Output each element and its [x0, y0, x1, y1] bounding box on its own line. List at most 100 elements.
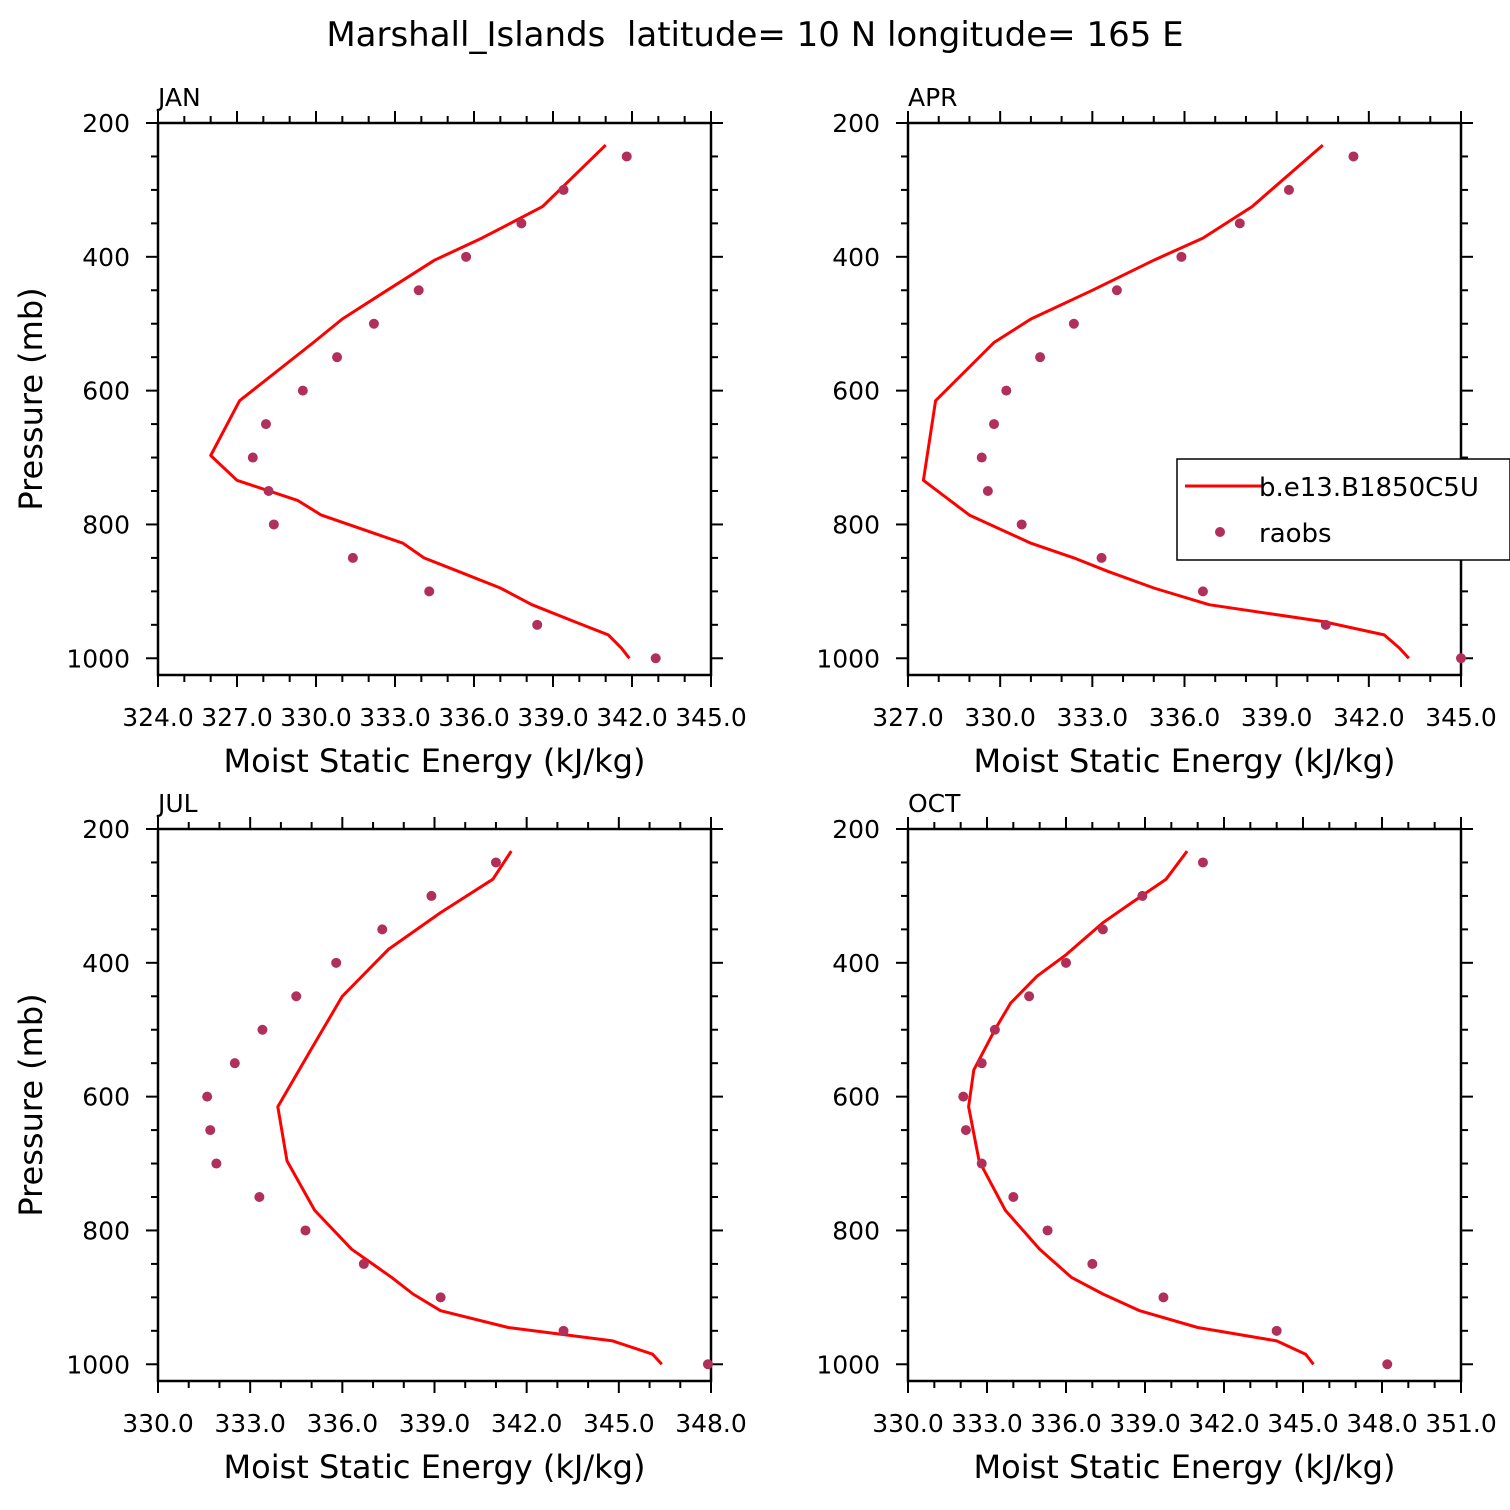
raobs-point: [1016, 519, 1027, 530]
raobs-point: [650, 653, 661, 664]
raobs-point: [1008, 1192, 1019, 1202]
raobs-point: [268, 519, 279, 530]
plot-frame: [156, 121, 713, 677]
raobs-point: [247, 452, 258, 463]
raobs-point: [989, 419, 1000, 430]
panel-title: JAN: [156, 83, 201, 112]
x-tick-label: 333.0: [1057, 703, 1129, 732]
x-axis-label: Moist Static Energy (kJ/kg): [224, 1448, 646, 1486]
raobs-point: [424, 586, 435, 597]
raobs-point: [1096, 552, 1107, 563]
raobs-point: [1042, 1225, 1053, 1236]
x-tick-label: 345.0: [675, 703, 747, 732]
x-tick-label: 330.0: [122, 1409, 194, 1438]
x-tick-label: 336.0: [438, 703, 510, 732]
chart-panel-jul: 330.0 333.0 336.0 339.0 342.0 345.0 348.0 200 40…: [12, 789, 747, 1486]
raobs-point: [1320, 619, 1331, 630]
y-tick-label: 600: [832, 1083, 880, 1112]
plot-frame: [906, 121, 1463, 677]
x-tick-label: 345.0: [1267, 1409, 1339, 1438]
y-tick-label: 400: [82, 949, 130, 978]
x-tick-label: 333.0: [214, 1409, 286, 1438]
raobs-point: [1061, 957, 1071, 968]
raobs-point: [202, 1091, 213, 1102]
raobs-point: [1024, 991, 1035, 1002]
raobs-point: [558, 1325, 569, 1336]
raobs-point: [461, 251, 472, 262]
raobs-point: [260, 419, 271, 430]
raobs-point: [413, 285, 424, 296]
x-tick-label: 336.0: [1030, 1409, 1102, 1438]
raobs-point: [1158, 1292, 1169, 1303]
raobs-point: [982, 486, 993, 496]
x-tick-label: 348.0: [675, 1409, 747, 1438]
raobs-point: [621, 151, 632, 162]
raobs-point: [1271, 1325, 1282, 1336]
raobs-point: [300, 1225, 311, 1236]
x-tick-label: 351.0: [1425, 1409, 1497, 1438]
raobs-point: [205, 1125, 216, 1136]
raobs-point: [558, 184, 569, 195]
x-tick-label: 342.0: [491, 1409, 563, 1438]
y-tick-label: 200: [832, 109, 880, 138]
raobs-point: [291, 991, 302, 1002]
legend: b.e13.B1850C5U raobs: [1176, 458, 1510, 561]
raobs-point: [332, 352, 343, 363]
y-tick-label: 800: [832, 510, 880, 539]
x-tick-label: 339.0: [517, 703, 589, 732]
legend-marker-swatch: [1215, 527, 1225, 537]
x-tick-label: 339.0: [1109, 1409, 1181, 1438]
x-tick-label: 342.0: [596, 703, 668, 732]
y-tick-label: 1000: [66, 644, 130, 673]
panels: 324.0 327.0 330.0 333.0 336.0 339.0 342.0 345.0…: [12, 83, 1497, 1486]
raobs-point: [1283, 184, 1294, 195]
x-tick-label: 345.0: [583, 1409, 655, 1438]
raobs-point: [1137, 890, 1148, 901]
raobs-point: [1111, 285, 1122, 296]
raobs-point: [1176, 251, 1187, 262]
raobs-point: [960, 1125, 971, 1136]
y-tick-label: 1000: [816, 644, 880, 673]
x-tick-label: 330.0: [964, 703, 1036, 732]
raobs-point: [377, 924, 388, 935]
raobs-point: [516, 218, 527, 229]
y-tick-label: 400: [82, 243, 130, 272]
raobs-point: [1382, 1359, 1393, 1370]
y-tick-label: 800: [82, 510, 130, 539]
legend-label-obs: raobs: [1259, 519, 1332, 549]
x-tick-label: 342.0: [1333, 703, 1405, 732]
y-tick-label: 400: [832, 243, 880, 272]
raobs-point: [532, 619, 543, 630]
raobs-point: [426, 890, 437, 901]
y-tick-label: 800: [82, 1216, 130, 1245]
raobs-point: [1001, 385, 1012, 396]
raobs-point: [1068, 318, 1079, 329]
y-axis-label: Pressure (mb): [12, 993, 50, 1216]
panel-title: OCT: [908, 789, 961, 818]
x-axis-label: Moist Static Energy (kJ/kg): [224, 742, 646, 780]
panel-title: JUL: [156, 789, 198, 818]
raobs-point: [211, 1158, 222, 1169]
y-tick-label: 200: [82, 109, 130, 138]
x-tick-label: 342.0: [1188, 1409, 1260, 1438]
raobs-point: [331, 957, 342, 968]
figure-title: Marshall_Islands latitude= 10 N longitud…: [326, 15, 1183, 55]
raobs-point: [1197, 586, 1208, 597]
y-tick-label: 200: [82, 815, 130, 844]
raobs-point: [1097, 924, 1108, 935]
x-tick-label: 336.0: [307, 1409, 379, 1438]
raobs-point: [976, 452, 987, 463]
x-tick-label: 333.0: [951, 1409, 1023, 1438]
legend-label-model: b.e13.B1850C5U: [1259, 473, 1479, 503]
x-tick-label: 333.0: [359, 703, 431, 732]
model-profile-line: [209, 144, 631, 660]
y-tick-label: 1000: [816, 1350, 880, 1379]
x-tick-label: 330.0: [280, 703, 352, 732]
x-tick-label: 336.0: [1149, 703, 1221, 732]
raobs-point: [976, 1058, 987, 1069]
x-tick-label: 324.0: [122, 703, 194, 732]
raobs-point: [1348, 151, 1359, 162]
chart-panel-jan: 324.0 327.0 330.0 333.0 336.0 339.0 342.0 345.0…: [12, 83, 747, 780]
x-tick-label: 345.0: [1425, 703, 1497, 732]
y-tick-label: 1000: [66, 1350, 130, 1379]
